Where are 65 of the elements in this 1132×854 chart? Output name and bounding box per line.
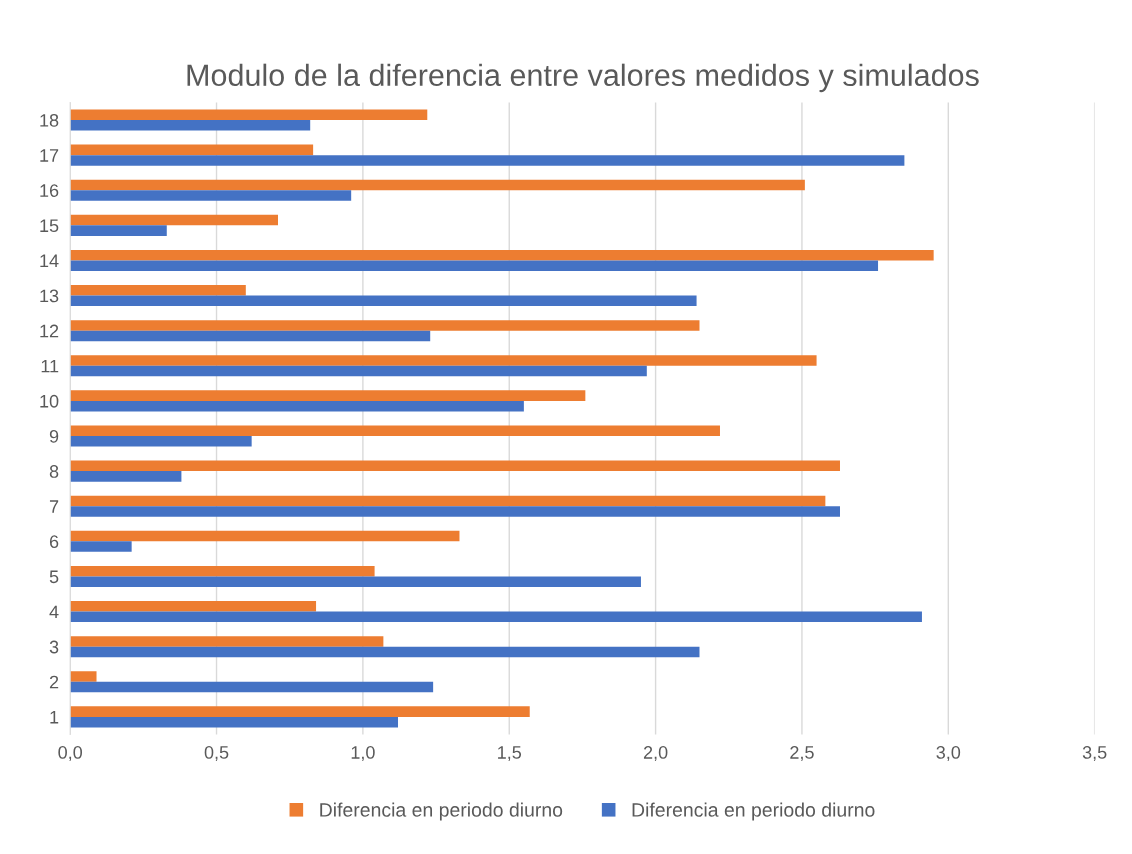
bar (70, 506, 840, 517)
bar (70, 355, 817, 366)
legend-label: Diferencia en periodo diurno (632, 802, 875, 821)
bar (70, 330, 431, 342)
bar (70, 320, 700, 331)
y-tick-label: 3 (49, 640, 59, 654)
y-tick-label: 10 (40, 394, 59, 408)
x-tick-label: 2,0 (643, 746, 668, 761)
bar (70, 611, 922, 623)
x-tick-label: 0,5 (204, 746, 229, 761)
y-tick-label: 1 (50, 711, 59, 724)
bar (70, 565, 375, 577)
bar (70, 601, 317, 612)
y-tick-label: 18 (40, 113, 59, 127)
bar (70, 576, 641, 587)
bar (70, 706, 530, 717)
y-tick-label: 5 (49, 570, 59, 584)
bar (70, 436, 252, 447)
bar (70, 295, 697, 307)
bar (70, 260, 879, 271)
bar (70, 636, 384, 647)
y-tick-label: 12 (40, 324, 59, 338)
bar (70, 109, 428, 121)
bar (70, 365, 647, 377)
bar (70, 530, 460, 542)
x-tick-label: 0,0 (58, 746, 83, 761)
y-tick-label: 17 (40, 149, 59, 162)
x-tick-label: 1,0 (351, 746, 375, 761)
bar (70, 144, 314, 156)
chart-title: Modulo de la diferencia entre valores medidos y simulados (187, 63, 979, 93)
bar (70, 225, 167, 236)
bar (70, 155, 905, 166)
bar (70, 400, 524, 412)
y-tick-label: 6 (49, 535, 59, 549)
bar (70, 471, 182, 482)
bar (70, 681, 434, 693)
x-tick-label: 3,5 (1082, 746, 1107, 761)
y-tick-label: 9 (49, 429, 59, 443)
x-tick-label: 3,0 (936, 746, 961, 761)
bar (70, 190, 352, 201)
y-tick-label: 4 (49, 605, 59, 619)
bar (70, 671, 97, 682)
legend-label: Diferencia en periodo diurno (320, 802, 563, 821)
y-tick-label: 11 (41, 359, 59, 373)
bar (70, 541, 132, 552)
bar (70, 249, 934, 261)
bar (70, 390, 586, 401)
bar (70, 646, 700, 658)
y-tick-label: 13 (40, 289, 59, 303)
y-tick-label: 2 (49, 675, 59, 689)
bar (70, 285, 246, 296)
y-tick-label: 16 (40, 184, 59, 197)
bar (70, 120, 311, 131)
y-tick-label: 7 (49, 500, 59, 513)
x-tick-label: 1,5 (498, 746, 522, 761)
bar (70, 460, 840, 472)
x-tick-label: 2,5 (790, 746, 814, 761)
bar (70, 716, 399, 728)
y-tick-label: 8 (49, 465, 59, 478)
y-tick-label: 14 (40, 254, 59, 268)
bar (70, 214, 278, 226)
bar (70, 495, 826, 507)
bar (70, 425, 720, 437)
y-tick-label: 15 (40, 219, 59, 233)
bar (70, 179, 805, 191)
